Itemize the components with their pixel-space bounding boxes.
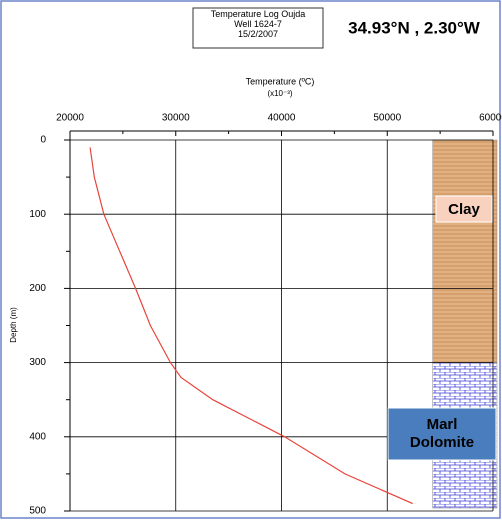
x-axis-label: Temperature (ºC) <box>246 76 315 86</box>
chart-title: Temperature Log Oujda Well 1624-7 15/2/200… <box>211 9 306 39</box>
y-tick-label: 500 <box>29 506 46 517</box>
layer-label: Marl Dolomite <box>410 416 474 451</box>
y-tick-label: 200 <box>29 283 46 294</box>
layer-label-box <box>387 407 497 461</box>
temperature-line <box>89 147 413 505</box>
location: 34.93°N , 2.30°W <box>348 18 481 37</box>
y-tick-label: 100 <box>29 209 46 220</box>
title-box <box>192 7 324 49</box>
x-tick-label: 40000 <box>268 113 296 124</box>
x-tick-label: 20000 <box>56 113 84 124</box>
title-line: Temperature Log Oujda <box>211 9 306 19</box>
x-tick-label: 50000 <box>373 113 401 124</box>
layer-label-box <box>435 195 493 223</box>
layer-pattern <box>432 140 497 363</box>
y-axis-label: Depth (m) <box>9 307 18 343</box>
x-axis-unit: (x10⁻³) <box>267 89 292 98</box>
y-tick-label: 0 <box>40 135 46 146</box>
title-line: Well 1624-7 <box>234 19 282 29</box>
y-tick-label: 400 <box>29 431 46 442</box>
x-tick-label: 30000 <box>162 113 190 124</box>
y-tick-label: 300 <box>29 357 46 368</box>
title-line: 15/2/2007 <box>238 29 278 39</box>
layer-label: Clay <box>448 201 480 218</box>
